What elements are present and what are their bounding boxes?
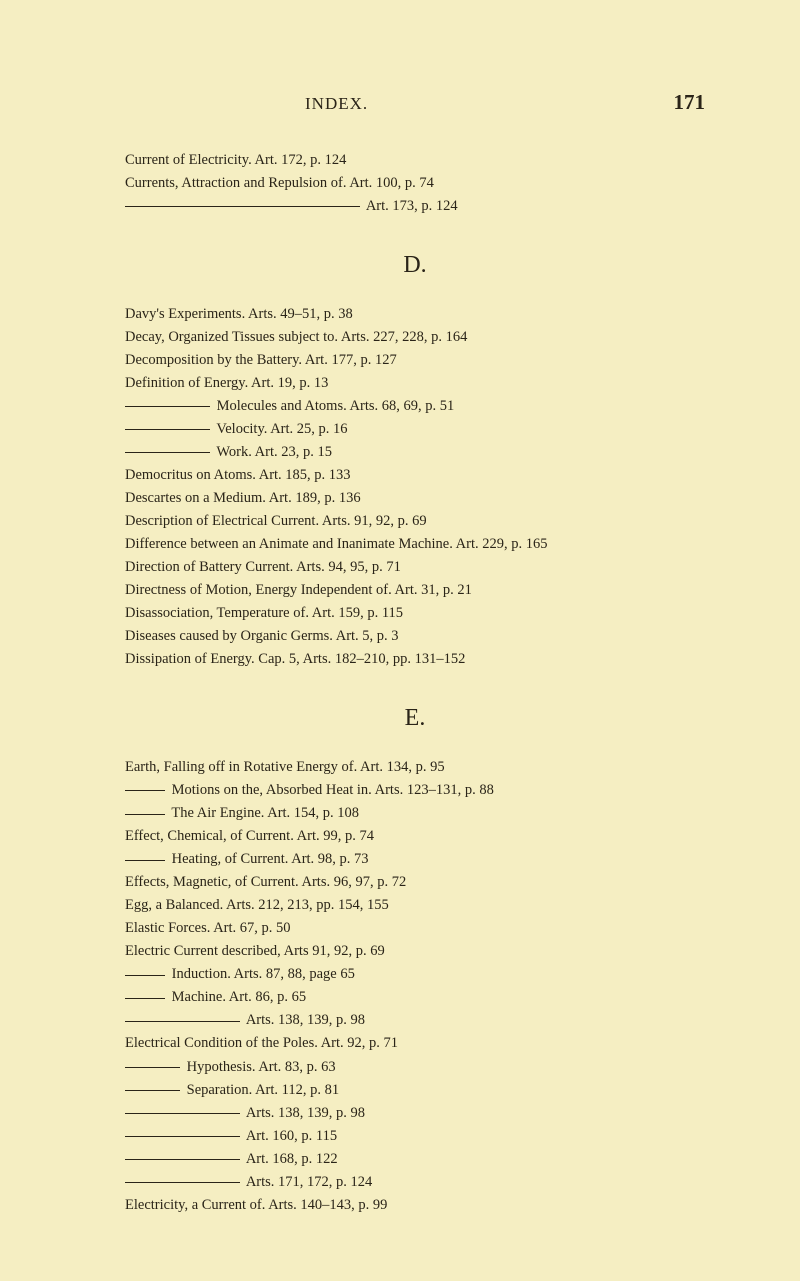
index-entry: Effect, Chemical, of Current. Art. 99, p… [125, 826, 705, 847]
index-subentry: Art. 160, p. 115 [125, 1126, 705, 1147]
index-entry: Disassociation, Temperature of. Art. 159… [125, 603, 705, 624]
index-entry: Effects, Magnetic, of Current. Arts. 96,… [125, 872, 705, 893]
index-subentry: Arts. 138, 139, p. 98 [125, 1103, 705, 1124]
index-subentry: Hypothesis. Art. 83, p. 63 [125, 1057, 705, 1078]
section-letter-d: D. [125, 252, 705, 279]
header-title: INDEX. [305, 94, 368, 114]
index-entry: Dissipation of Energy. Cap. 5, Arts. 182… [125, 649, 705, 670]
index-subentry: Separation. Art. 112, p. 81 [125, 1080, 705, 1101]
index-subentry: Motions on the, Absorbed Heat in. Arts. … [125, 780, 705, 801]
index-subentry: Work. Art. 23, p. 15 [125, 442, 705, 463]
index-entry: Definition of Energy. Art. 19, p. 13 [125, 373, 705, 394]
index-entry: Earth, Falling off in Rotative Energy of… [125, 757, 705, 778]
entries-block-e: Earth, Falling off in Rotative Energy of… [125, 757, 705, 1215]
page-number: 171 [674, 90, 706, 115]
page-header: INDEX. 171 [125, 90, 705, 115]
index-entry: Davy's Experiments. Arts. 49–51, p. 38 [125, 304, 705, 325]
index-subentry: Art. 168, p. 122 [125, 1149, 705, 1170]
index-entry: Elastic Forces. Art. 67, p. 50 [125, 918, 705, 939]
index-entry: Currents, Attraction and Repulsion of. A… [125, 173, 705, 194]
index-entry: Electricity, a Current of. Arts. 140–143… [125, 1195, 705, 1216]
index-entry: Electric Current described, Arts 91, 92,… [125, 941, 705, 962]
index-subentry: Heating, of Current. Art. 98, p. 73 [125, 849, 705, 870]
index-entry: Directness of Motion, Energy Independent… [125, 580, 705, 601]
index-subentry: Velocity. Art. 25, p. 16 [125, 419, 705, 440]
index-subentry: Induction. Arts. 87, 88, page 65 [125, 964, 705, 985]
index-entry: Descartes on a Medium. Art. 189, p. 136 [125, 488, 705, 509]
index-entry: Decomposition by the Battery. Art. 177, … [125, 350, 705, 371]
index-entry: Democritus on Atoms. Art. 185, p. 133 [125, 465, 705, 486]
index-subentry: Arts. 171, 172, p. 124 [125, 1172, 705, 1193]
index-subentry: Arts. 138, 139, p. 98 [125, 1010, 705, 1031]
index-entry: Difference between an Animate and Inanim… [125, 534, 705, 555]
index-entry: Direction of Battery Current. Arts. 94, … [125, 557, 705, 578]
index-subentry: The Air Engine. Art. 154, p. 108 [125, 803, 705, 824]
index-entry-continuation: Art. 173, p. 124 [125, 196, 705, 217]
index-subentry: Machine. Art. 86, p. 65 [125, 987, 705, 1008]
continuation-text: Art. 173, p. 124 [366, 198, 458, 214]
index-entry: Egg, a Balanced. Arts. 212, 213, pp. 154… [125, 895, 705, 916]
index-subentry: Molecules and Atoms. Arts. 68, 69, p. 51 [125, 396, 705, 417]
index-entry: Description of Electrical Current. Arts.… [125, 511, 705, 532]
section-letter-e: E. [125, 705, 705, 732]
index-entry: Diseases caused by Organic Germs. Art. 5… [125, 626, 705, 647]
index-entry: Current of Electricity. Art. 172, p. 124 [125, 150, 705, 171]
index-entry: Decay, Organized Tissues subject to. Art… [125, 327, 705, 348]
entries-block-d: Davy's Experiments. Arts. 49–51, p. 38 D… [125, 304, 705, 670]
index-entry: Electrical Condition of the Poles. Art. … [125, 1033, 705, 1054]
entries-block-c: Current of Electricity. Art. 172, p. 124… [125, 150, 705, 217]
